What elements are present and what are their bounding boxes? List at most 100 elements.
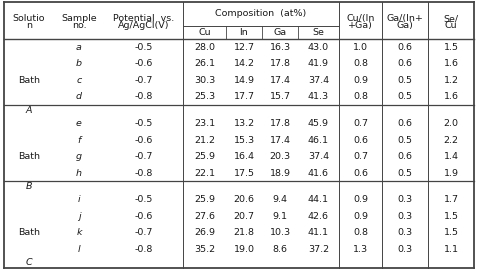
Text: 0.6: 0.6 (398, 119, 413, 128)
Text: g: g (76, 152, 82, 161)
Text: 20.6: 20.6 (233, 195, 254, 204)
Text: 13.2: 13.2 (233, 119, 255, 128)
Text: l: l (78, 245, 80, 254)
Text: c: c (76, 76, 82, 85)
Text: i: i (78, 195, 80, 204)
Text: 17.5: 17.5 (233, 168, 254, 178)
Text: 1.5: 1.5 (444, 228, 458, 237)
Text: 1.6: 1.6 (444, 59, 458, 68)
Text: -0.5: -0.5 (134, 119, 152, 128)
Text: 20.3: 20.3 (270, 152, 291, 161)
Text: a: a (76, 43, 82, 52)
Text: 37.4: 37.4 (308, 76, 329, 85)
Text: 41.6: 41.6 (308, 168, 329, 178)
Text: 35.2: 35.2 (194, 245, 215, 254)
Text: 14.9: 14.9 (233, 76, 254, 85)
Text: -0.8: -0.8 (134, 245, 152, 254)
Text: d: d (76, 92, 82, 101)
Text: Se: Se (313, 28, 325, 37)
Text: Bath: Bath (18, 228, 40, 237)
Text: 1.4: 1.4 (444, 152, 458, 161)
Text: 21.8: 21.8 (233, 228, 254, 237)
Text: 0.8: 0.8 (353, 92, 368, 101)
Text: 22.1: 22.1 (194, 168, 215, 178)
Text: Bath: Bath (18, 152, 40, 161)
Text: 15.7: 15.7 (270, 92, 291, 101)
Text: 0.6: 0.6 (353, 136, 368, 145)
Text: 16.4: 16.4 (233, 152, 254, 161)
Text: 44.1: 44.1 (308, 195, 329, 204)
Text: 1.6: 1.6 (444, 92, 458, 101)
Text: -0.8: -0.8 (134, 168, 152, 178)
Text: B: B (26, 182, 32, 191)
Text: 0.9: 0.9 (353, 212, 368, 221)
Text: 0.5: 0.5 (398, 92, 413, 101)
Text: C: C (26, 258, 33, 267)
Text: 27.6: 27.6 (194, 212, 215, 221)
Text: 17.8: 17.8 (270, 119, 291, 128)
Text: -0.5: -0.5 (134, 195, 152, 204)
Text: 0.3: 0.3 (397, 228, 413, 237)
Text: Ga: Ga (273, 28, 287, 37)
Text: 9.1: 9.1 (272, 212, 287, 221)
Text: Se/: Se/ (444, 14, 458, 23)
Text: 1.9: 1.9 (444, 168, 458, 178)
Text: In: In (239, 28, 249, 37)
Text: 10.3: 10.3 (270, 228, 291, 237)
Text: 17.4: 17.4 (270, 76, 291, 85)
Text: -0.6: -0.6 (134, 59, 152, 68)
Text: 41.9: 41.9 (308, 59, 329, 68)
Text: 16.3: 16.3 (270, 43, 291, 52)
Text: 0.3: 0.3 (397, 245, 413, 254)
Text: 9.4: 9.4 (272, 195, 287, 204)
Text: 37.2: 37.2 (308, 245, 329, 254)
Text: 1.5: 1.5 (444, 212, 458, 221)
Text: 45.9: 45.9 (308, 119, 329, 128)
Text: 0.9: 0.9 (353, 76, 368, 85)
Text: 25.9: 25.9 (194, 195, 215, 204)
Text: Bath: Bath (18, 76, 40, 85)
Text: f: f (77, 136, 81, 145)
Text: Ga): Ga) (397, 21, 413, 30)
Text: 46.1: 46.1 (308, 136, 329, 145)
Text: 17.7: 17.7 (233, 92, 254, 101)
Text: 0.6: 0.6 (398, 43, 413, 52)
Text: 1.2: 1.2 (444, 76, 458, 85)
Text: 0.6: 0.6 (398, 152, 413, 161)
Text: e: e (76, 119, 82, 128)
Text: Composition  (at%): Composition (at%) (216, 9, 306, 19)
Text: 18.9: 18.9 (270, 168, 291, 178)
Text: 23.1: 23.1 (194, 119, 215, 128)
Text: 26.1: 26.1 (194, 59, 215, 68)
Text: b: b (76, 59, 82, 68)
Text: 0.5: 0.5 (398, 76, 413, 85)
Text: 20.7: 20.7 (233, 212, 254, 221)
Text: 37.4: 37.4 (308, 152, 329, 161)
Text: -0.7: -0.7 (134, 228, 152, 237)
Text: 8.6: 8.6 (272, 245, 287, 254)
Text: 41.1: 41.1 (308, 228, 329, 237)
Text: -0.6: -0.6 (134, 212, 152, 221)
Text: 1.7: 1.7 (444, 195, 458, 204)
Text: 26.9: 26.9 (194, 228, 215, 237)
Text: 14.2: 14.2 (233, 59, 254, 68)
Text: 17.8: 17.8 (270, 59, 291, 68)
Text: 12.7: 12.7 (233, 43, 254, 52)
Text: 30.3: 30.3 (194, 76, 215, 85)
Text: 1.1: 1.1 (444, 245, 458, 254)
Text: Cu/(In: Cu/(In (347, 14, 375, 23)
Text: 0.7: 0.7 (353, 152, 368, 161)
Text: Sample: Sample (61, 14, 97, 23)
Text: Cu: Cu (445, 21, 457, 30)
Text: 1.5: 1.5 (444, 43, 458, 52)
Text: k: k (76, 228, 82, 237)
Text: 28.0: 28.0 (194, 43, 215, 52)
Text: -0.7: -0.7 (134, 152, 152, 161)
Text: 42.6: 42.6 (308, 212, 329, 221)
Text: 0.9: 0.9 (353, 195, 368, 204)
Text: Cu: Cu (198, 28, 211, 37)
Text: Solutio: Solutio (13, 14, 45, 23)
Text: 0.8: 0.8 (353, 228, 368, 237)
Text: -0.7: -0.7 (134, 76, 152, 85)
Text: 2.0: 2.0 (444, 119, 458, 128)
